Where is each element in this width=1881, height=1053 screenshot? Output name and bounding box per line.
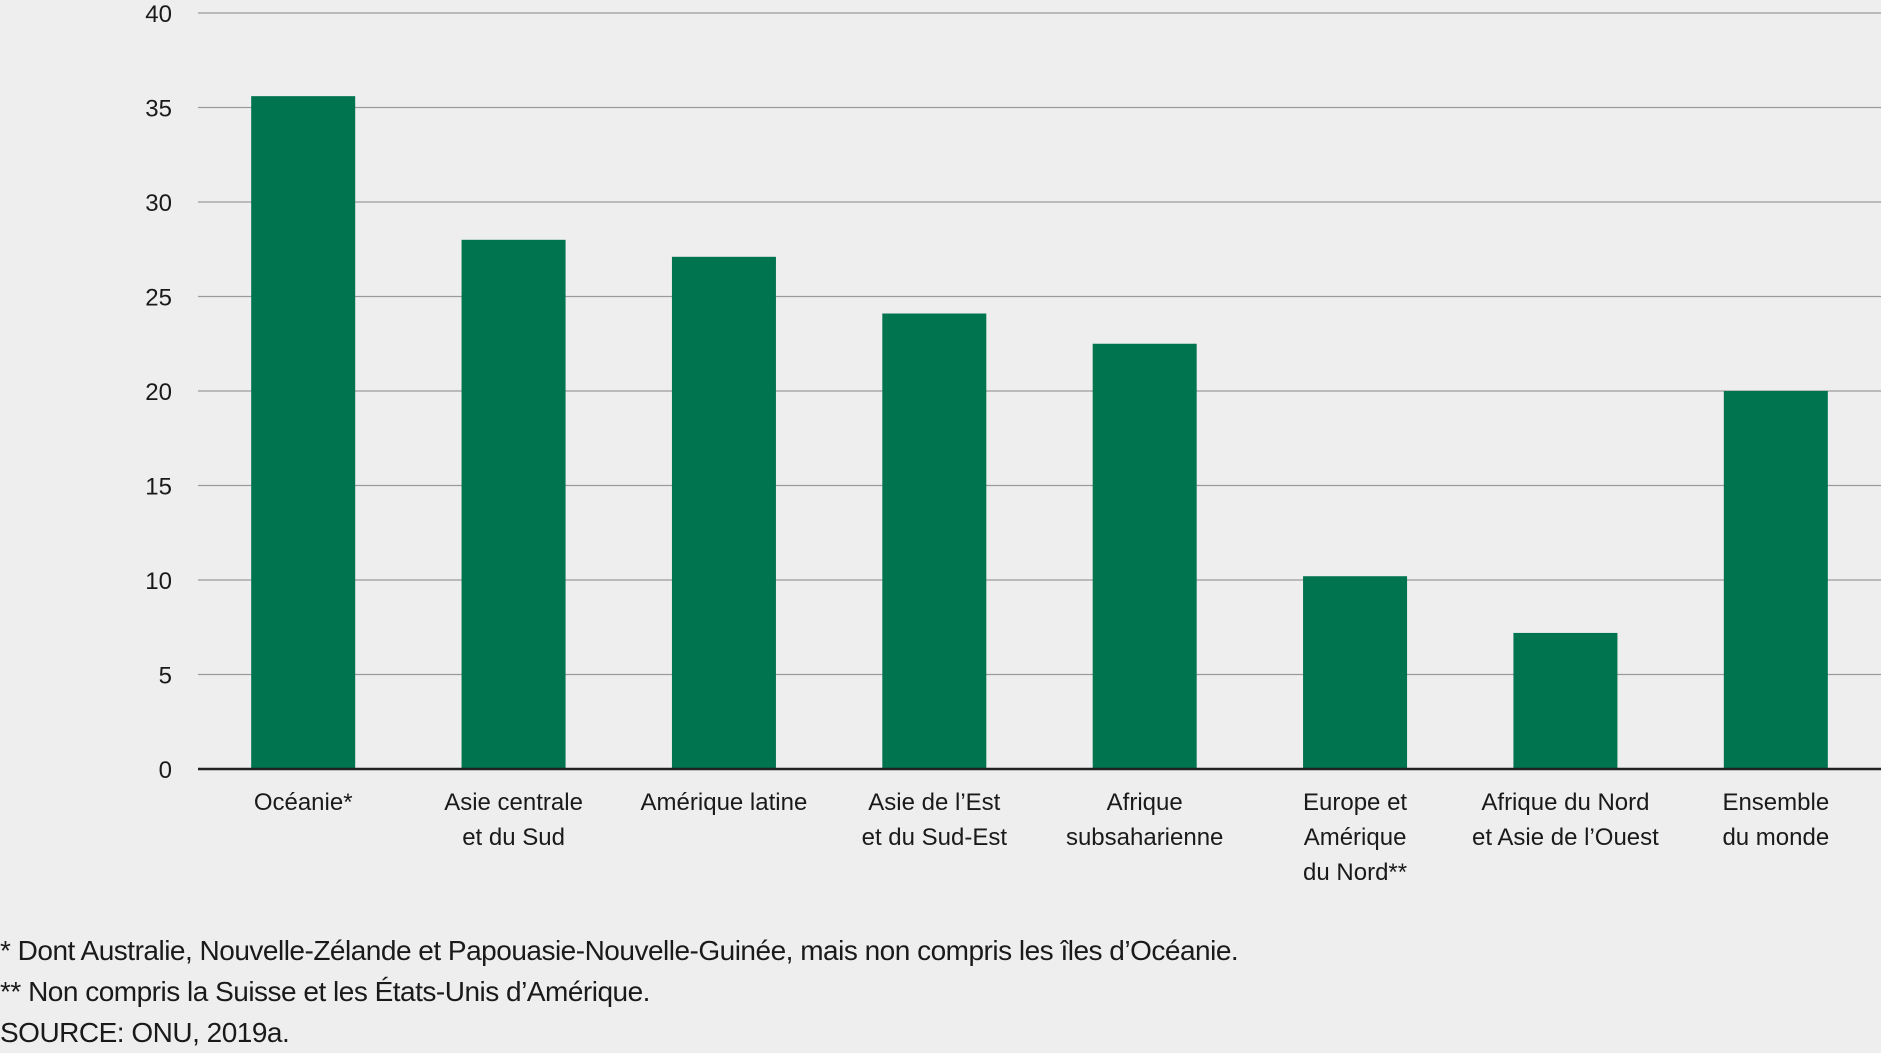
footnote-oceania: * Dont Australie, Nouvelle-Zélande et Pa… xyxy=(0,935,1239,966)
bar-6 xyxy=(1513,632,1618,769)
x-category-label-6: Afrique du Nord et Asie de l’Ouest xyxy=(1472,789,1659,851)
bar-3 xyxy=(882,313,987,769)
y-tick-label-0: 0 xyxy=(159,757,172,784)
bar-5 xyxy=(1303,576,1408,769)
y-tick-label-30: 30 xyxy=(145,190,172,217)
bar-chart: 0 5 10 15 20 25 30 35 40 Océanie* Asie centrale et… xyxy=(145,1,1881,886)
x-category-label-3: Asie de l’Est et du Sud-Est xyxy=(862,789,1008,851)
gridlines xyxy=(198,12,1881,676)
y-tick-label-40: 40 xyxy=(145,1,172,28)
x-category-label-5: Europe et Amérique du Nord** xyxy=(1303,789,1407,886)
x-category-label-1: Asie centrale et du Sud xyxy=(444,789,583,851)
y-tick-label-5: 5 xyxy=(159,663,172,690)
y-tick-label-15: 15 xyxy=(145,474,172,501)
x-axis-category-labels: Océanie* Asie centrale et du Sud Amérique l… xyxy=(254,789,1829,886)
x-category-label-0: Océanie* xyxy=(254,789,353,816)
bar-7 xyxy=(1723,391,1828,769)
y-tick-label-35: 35 xyxy=(145,96,172,123)
y-tick-label-20: 20 xyxy=(145,379,172,406)
bar-0 xyxy=(251,96,356,769)
x-category-label-4: Afrique subsaharienne xyxy=(1066,789,1223,851)
footnote-europe-north-america: ** Non compris la Suisse et les États-Un… xyxy=(0,976,650,1007)
x-category-label-7: Ensemble du monde xyxy=(1722,789,1829,851)
source-note: SOURCE: ONU, 2019a. xyxy=(0,1017,290,1048)
bar-4 xyxy=(1092,343,1197,769)
bar-2 xyxy=(671,256,776,769)
y-tick-label-10: 10 xyxy=(145,568,172,595)
bars xyxy=(251,96,1828,770)
y-axis-tick-labels: 0 5 10 15 20 25 30 35 40 xyxy=(145,1,172,784)
footnotes: * Dont Australie, Nouvelle-Zélande et Pa… xyxy=(0,930,1881,1053)
x-category-label-2: Amérique latine xyxy=(641,789,808,816)
bar-1 xyxy=(461,239,566,770)
y-tick-label-25: 25 xyxy=(145,285,172,312)
